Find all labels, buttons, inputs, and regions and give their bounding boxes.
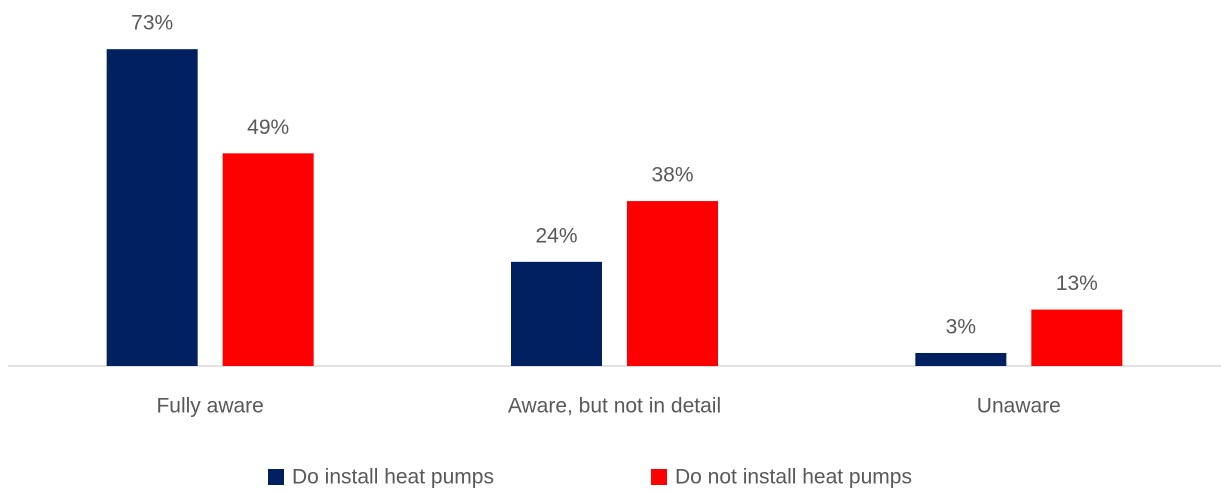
legend-swatch: [268, 469, 284, 485]
value-label: 73%: [131, 12, 173, 35]
bar: [222, 153, 314, 366]
bar: [1031, 309, 1123, 366]
legend-label: Do not install heat pumps: [675, 466, 912, 489]
legend-label: Do install heat pumps: [292, 466, 494, 489]
legend-swatch: [651, 469, 667, 485]
value-label: 13%: [1056, 272, 1098, 295]
value-label: 3%: [946, 316, 976, 339]
bar: [627, 201, 718, 366]
x-tick-label: Fully aware: [156, 395, 263, 418]
value-label: 38%: [651, 164, 693, 187]
value-label: 49%: [247, 116, 289, 139]
value-label: 24%: [535, 224, 577, 247]
bar: [511, 261, 602, 366]
x-tick-label: Unaware: [977, 395, 1061, 418]
bar: [915, 352, 1007, 366]
x-tick-label: Aware, but not in detail: [508, 395, 721, 418]
bar: [106, 49, 198, 367]
